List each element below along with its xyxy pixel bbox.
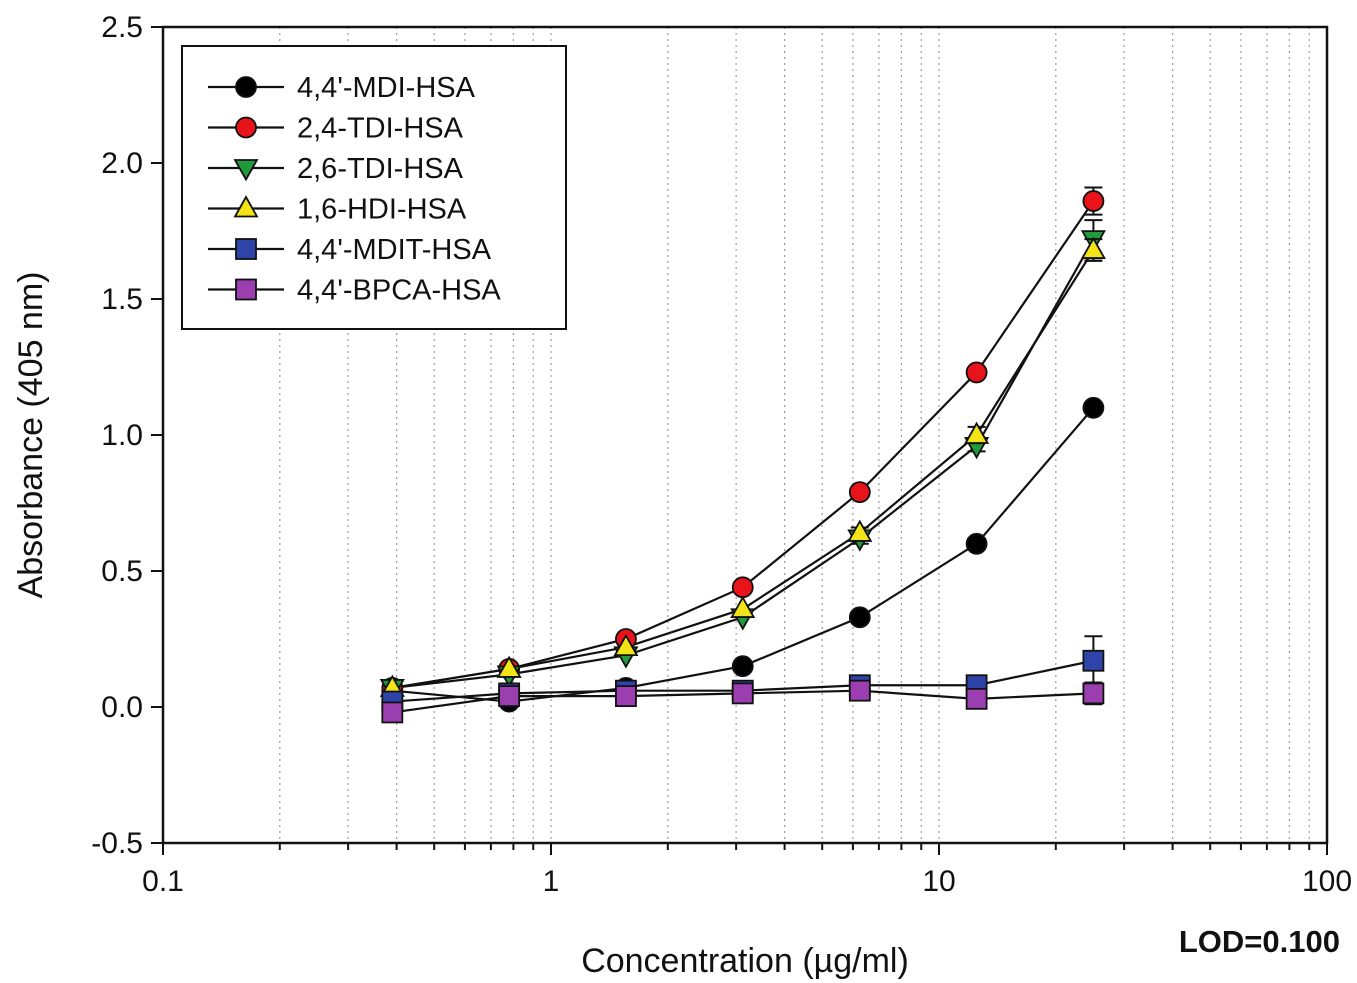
x-axis-title: Concentration (µg/ml)	[581, 942, 909, 980]
data-point	[498, 685, 521, 708]
y-tick-label: -0.5	[91, 827, 143, 860]
legend-label: 2,4-TDI-HSA	[297, 113, 464, 145]
legend-label: 4,4'-MDIT-HSA	[297, 234, 492, 266]
data-point	[847, 519, 873, 542]
data-point	[964, 421, 990, 444]
legend-label: 1,6-HDI-HSA	[297, 194, 467, 226]
data-point	[848, 606, 871, 629]
data-point	[615, 685, 637, 708]
data-point	[848, 481, 871, 504]
x-tick-label: 100	[1302, 865, 1352, 898]
x-tick-label: 0.1	[142, 865, 184, 898]
data-point	[381, 701, 404, 724]
data-point	[1082, 682, 1105, 705]
y-tick-label: 0.5	[101, 555, 143, 588]
axis-ticks: 0.1 1 10 100 2.5 2.0 1.5 1.0 0.5 0.0 -0.5	[91, 11, 1352, 898]
legend-marker	[235, 278, 257, 301]
data-point	[1082, 190, 1105, 212]
data-point	[731, 576, 754, 599]
data-point	[730, 595, 756, 618]
legend-label: 4,4'-BPCA-HSA	[297, 275, 501, 307]
y-tick-label: 1.0	[101, 419, 143, 452]
legend-marker	[233, 195, 259, 218]
y-tick-label: 1.5	[101, 283, 143, 316]
data-point	[613, 633, 639, 657]
legend-marker	[235, 238, 257, 260]
legend: 4,4'-MDI-HSA 2,4-TDI-HSA 2,6-TDI-HSA 1,6-HD…	[181, 45, 567, 330]
y-tick-label: 2.0	[101, 147, 143, 180]
data-point	[965, 361, 988, 384]
series-markers	[379, 186, 1106, 724]
data-point	[1080, 236, 1106, 259]
legend-marker	[233, 159, 259, 182]
x-tick-label: 1	[543, 865, 560, 898]
data-point	[965, 687, 988, 710]
data-point	[731, 682, 754, 705]
data-point	[496, 655, 522, 678]
data-point	[731, 655, 754, 678]
legend-marker	[235, 76, 257, 98]
data-point	[1082, 396, 1105, 419]
legend-marker	[235, 116, 257, 139]
y-axis-title: Absorbance (405 nm)	[12, 272, 50, 599]
x-tick-label: 10	[922, 865, 955, 898]
y-tick-label: 2.5	[101, 11, 143, 44]
grid	[279, 27, 1310, 843]
data-point	[965, 532, 988, 555]
data-point	[1082, 649, 1105, 672]
data-point	[848, 679, 871, 702]
legend-label: 2,6-TDI-HSA	[297, 153, 464, 185]
legend-label: 4,4'-MDI-HSA	[297, 72, 476, 104]
y-tick-label: 0.0	[101, 691, 143, 724]
lod-annotation: LOD=0.100	[1179, 924, 1340, 959]
